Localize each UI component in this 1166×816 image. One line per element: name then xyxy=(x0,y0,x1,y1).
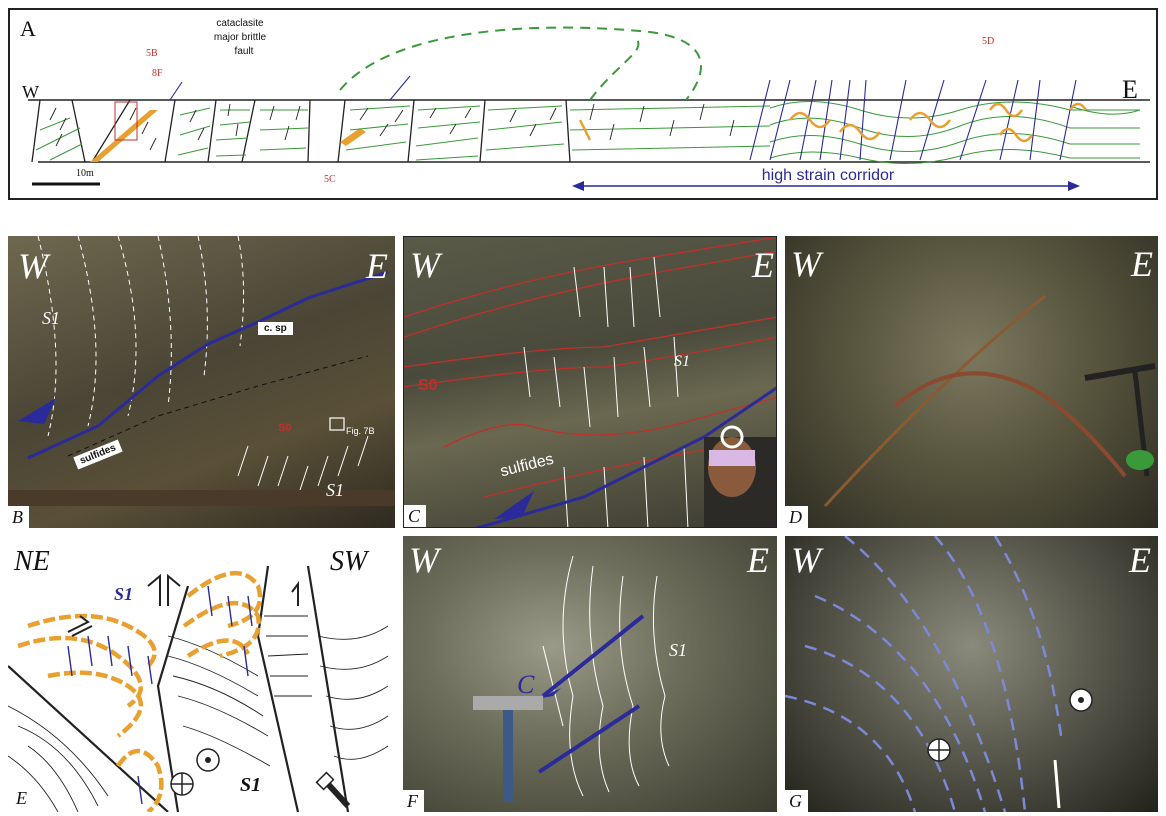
panel-b-csp: c. sp xyxy=(258,322,293,335)
fault-label-line1: cataclasite xyxy=(216,18,264,29)
hammer-head xyxy=(1084,363,1156,381)
shear-sense-arrow-top xyxy=(147,573,181,606)
hammer-handle xyxy=(503,706,513,802)
panel-d-east: E xyxy=(1131,244,1153,284)
ref-5b: 5B xyxy=(146,48,158,59)
panel-a-cross-section: A W E 5B 8F 5C 5D cataclasite major brit… xyxy=(8,8,1158,200)
panel-e-ne: NE xyxy=(14,546,50,577)
ref-box-5b xyxy=(114,101,138,141)
fold-hinge xyxy=(823,294,1046,508)
blue-s1-cleavage xyxy=(67,585,253,805)
shear-arrow xyxy=(18,398,56,424)
panel-d-label: D xyxy=(785,506,808,528)
panel-e-s1-blue: S1 xyxy=(114,584,134,604)
panel-b-photo: W E S1 S1 S0 c. sp sulfides Fig. 7B B xyxy=(8,236,395,528)
panel-a-label: A xyxy=(20,16,36,41)
s1-lower-lines xyxy=(237,435,369,497)
shear-arrow xyxy=(541,688,561,698)
panel-f-east: E xyxy=(747,540,769,580)
panel-b-s1-lower: S1 xyxy=(326,480,344,500)
panel-g-photo: W E G xyxy=(785,536,1158,812)
major-faults xyxy=(8,565,350,812)
panel-c-photo: W E S0 S1 sulfides C xyxy=(403,236,777,528)
corridor-arrow-left xyxy=(572,181,584,191)
panel-b-west: W xyxy=(18,246,48,286)
ref-5d: 5D xyxy=(982,36,994,47)
fold-layer xyxy=(893,371,1127,478)
ref-5c: 5C xyxy=(324,174,336,185)
s1-traces xyxy=(542,555,670,797)
panel-e-s1-black: S1 xyxy=(240,774,262,796)
sulfide-boundary xyxy=(67,355,369,457)
fold-dashed-outer xyxy=(339,26,702,101)
panel-e-sw: SW xyxy=(330,546,368,577)
c-plane-upper xyxy=(541,614,645,698)
c-sp-line xyxy=(27,270,389,460)
face-blur-bar xyxy=(709,450,755,466)
helmet-lamp xyxy=(720,425,744,449)
panel-d-overlay xyxy=(823,294,1156,508)
panel-c-s0: S0 xyxy=(418,377,438,394)
panel-b-east: E xyxy=(366,246,388,286)
cross-section-drawing: A W E 5B 8F 5C 5D cataclasite major brit… xyxy=(20,16,1150,191)
pen-scale xyxy=(1053,759,1061,809)
panel-e-drawing xyxy=(8,565,389,812)
c-plane-lower xyxy=(537,704,641,774)
panel-f-overlay xyxy=(473,555,670,802)
blue-s1-lines xyxy=(169,75,1077,161)
scale-label: 10m xyxy=(76,168,94,179)
fault-label-line3: fault xyxy=(235,46,254,57)
panel-c-west: W xyxy=(410,245,440,285)
s1-dashed-fan xyxy=(37,236,245,437)
shear-sense-arrow-right xyxy=(291,581,299,606)
panel-g-overlay xyxy=(785,536,1093,812)
west-label: W xyxy=(22,82,39,102)
corridor-arrow-right xyxy=(1068,181,1080,191)
shear-arrow xyxy=(494,491,534,519)
s1-dashed-traces xyxy=(785,536,1063,812)
panel-c-overlay xyxy=(404,237,776,527)
s1-ticks xyxy=(49,103,735,151)
panel-g-east: E xyxy=(1129,540,1151,580)
panel-g-label: G xyxy=(785,790,808,812)
block-faults xyxy=(31,99,571,163)
panel-f-label: F xyxy=(403,790,424,812)
thin-layers xyxy=(8,615,389,812)
panel-c-label: C xyxy=(404,505,427,527)
panel-d-photo: W E D xyxy=(785,236,1158,528)
s0-layers xyxy=(404,237,776,498)
hammer-icon xyxy=(325,781,351,809)
panel-e-label: E xyxy=(16,788,27,808)
orange-folded-layers xyxy=(17,570,263,812)
orange-folds xyxy=(578,102,1088,143)
orange-layer-5c xyxy=(340,128,366,146)
panel-g-west: W xyxy=(791,540,821,580)
corridor-label: high strain corridor xyxy=(762,167,895,184)
panel-b-overlay xyxy=(8,236,395,506)
fig-7b-box xyxy=(329,417,345,431)
panel-e-sketch: NE SW S1 S1 E xyxy=(8,536,395,812)
glove xyxy=(1126,450,1154,470)
panel-f-s1: S1 xyxy=(669,640,687,660)
panel-b-fig-ref: Fig. 7B xyxy=(346,426,375,436)
panel-f-west: W xyxy=(409,540,439,580)
panel-b-label: B xyxy=(8,506,29,528)
orange-layer-5b xyxy=(90,110,158,162)
panel-c-s1: S1 xyxy=(674,353,690,370)
panel-b-s1-upper: S1 xyxy=(42,308,60,328)
shear-sense-arrow-left xyxy=(67,615,93,637)
panel-b-s0: S0 xyxy=(278,422,292,434)
shear-plane xyxy=(475,386,776,527)
east-label: E xyxy=(1122,75,1138,104)
ref-8f: 8F xyxy=(152,68,163,79)
fault-label-line2: major brittle xyxy=(214,32,267,43)
hammer-head xyxy=(473,696,543,710)
panel-d-west: W xyxy=(791,244,821,284)
panel-c-east: E xyxy=(752,245,774,285)
s1-veins xyxy=(523,256,689,527)
panel-f-c: C xyxy=(517,670,535,699)
fold-dashed-inner xyxy=(589,35,640,101)
panel-f-photo: W E C S1 F xyxy=(403,536,777,812)
